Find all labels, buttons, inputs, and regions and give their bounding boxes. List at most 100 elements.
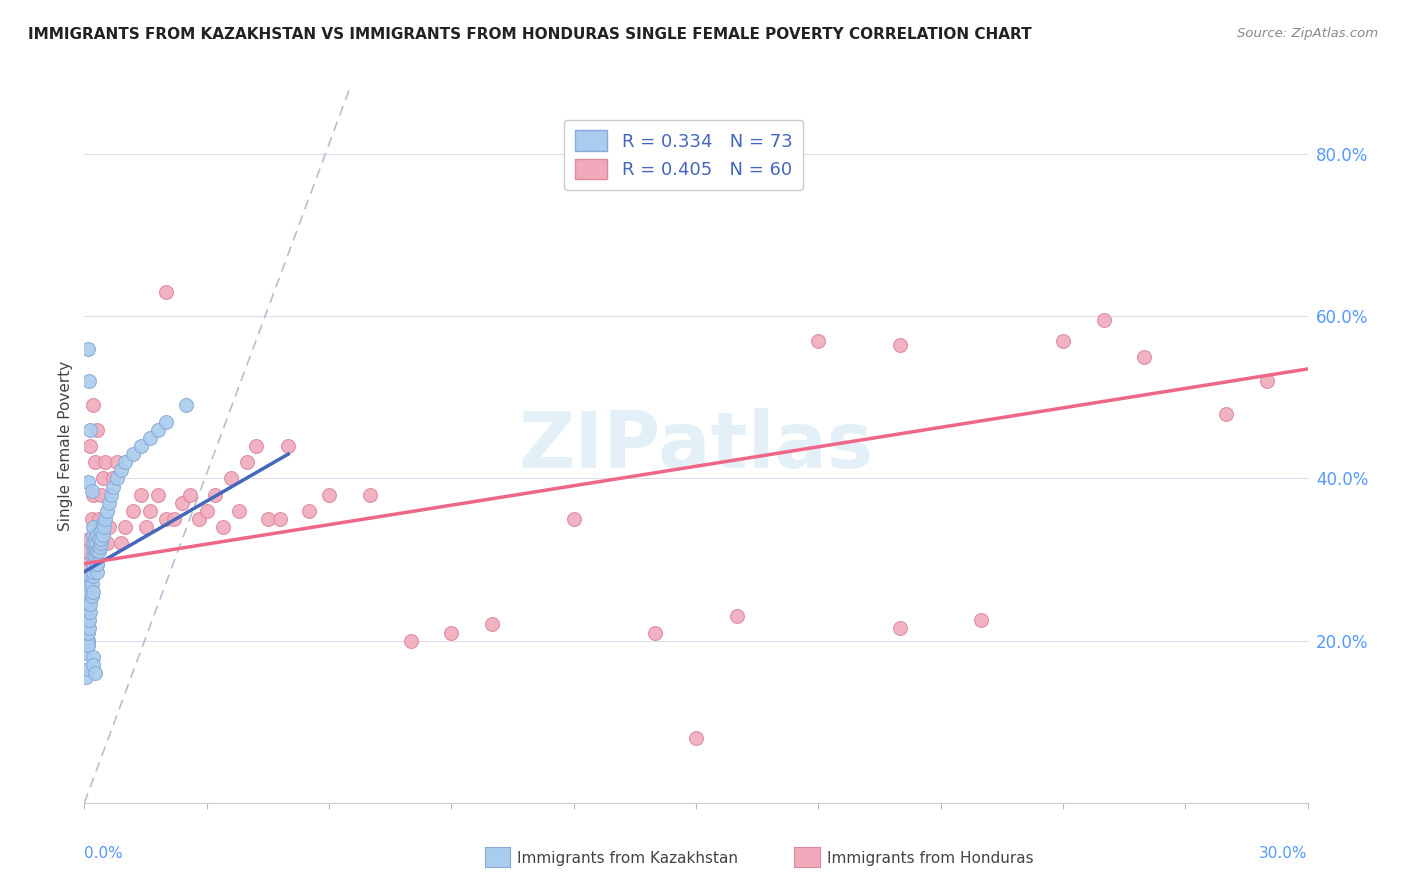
Point <box>105 471 128 485</box>
Point <box>77 601 100 615</box>
Point <box>219 471 242 485</box>
Text: 30.0%: 30.0% <box>1260 846 1308 861</box>
Point <box>82 536 104 550</box>
Point <box>245 439 267 453</box>
Point <box>138 431 160 445</box>
Point <box>110 463 132 477</box>
Point <box>644 625 666 640</box>
Point <box>77 633 100 648</box>
Point <box>131 488 153 502</box>
Point <box>440 625 463 640</box>
Point <box>122 504 145 518</box>
Point <box>83 666 105 681</box>
Point <box>212 520 235 534</box>
Point <box>1052 334 1074 348</box>
Text: Immigrants from Kazakhstan: Immigrants from Kazakhstan <box>517 851 738 865</box>
Point <box>76 475 98 490</box>
Point <box>176 399 198 413</box>
Point <box>298 504 321 518</box>
Point <box>155 285 177 299</box>
Point <box>80 589 103 603</box>
Point <box>79 423 101 437</box>
Point <box>77 533 100 547</box>
Point <box>75 670 97 684</box>
Point <box>82 557 104 571</box>
Point <box>1092 313 1115 327</box>
Point <box>90 536 112 550</box>
Point <box>481 617 503 632</box>
Point <box>179 488 201 502</box>
Point <box>172 496 194 510</box>
Point <box>77 622 100 636</box>
Point <box>77 577 100 591</box>
Point <box>91 516 114 530</box>
Point <box>93 455 117 469</box>
Point <box>155 512 177 526</box>
Point <box>318 488 340 502</box>
Point <box>79 439 101 453</box>
Point <box>83 533 105 547</box>
Point <box>77 593 100 607</box>
Point <box>89 541 111 555</box>
Point <box>257 512 280 526</box>
Text: IMMIGRANTS FROM KAZAKHSTAN VS IMMIGRANTS FROM HONDURAS SINGLE FEMALE POVERTY COR: IMMIGRANTS FROM KAZAKHSTAN VS IMMIGRANTS… <box>28 27 1032 42</box>
Text: ZIPatlas: ZIPatlas <box>519 408 873 484</box>
Point <box>146 423 169 437</box>
Point <box>86 528 108 542</box>
Point <box>114 520 136 534</box>
Y-axis label: Single Female Poverty: Single Female Poverty <box>58 361 73 531</box>
Point <box>236 455 259 469</box>
Point <box>82 568 104 582</box>
Point <box>90 533 112 547</box>
Point <box>97 496 120 510</box>
Point <box>970 613 993 627</box>
Point <box>77 633 100 648</box>
Point <box>84 544 107 558</box>
Point <box>93 512 117 526</box>
Point <box>84 552 107 566</box>
Text: 0.0%: 0.0% <box>84 846 124 861</box>
Point <box>90 524 112 538</box>
Point <box>82 541 104 555</box>
Point <box>77 342 100 356</box>
Point <box>101 471 124 485</box>
Point <box>889 337 911 351</box>
Point <box>807 334 830 348</box>
Point <box>138 504 160 518</box>
Point <box>75 646 97 660</box>
Point <box>82 549 104 563</box>
Point <box>86 565 108 579</box>
Point <box>97 520 120 534</box>
Point <box>105 455 128 469</box>
Point <box>82 528 104 542</box>
Point <box>399 633 422 648</box>
Point <box>82 557 104 571</box>
Point <box>87 544 110 558</box>
Point <box>131 439 153 453</box>
Point <box>86 544 108 558</box>
Point <box>82 585 104 599</box>
Text: Immigrants from Honduras: Immigrants from Honduras <box>827 851 1033 865</box>
Point <box>80 577 103 591</box>
Point <box>889 622 911 636</box>
Point <box>77 613 100 627</box>
Point <box>87 533 110 547</box>
Point <box>1133 350 1156 364</box>
Point <box>277 439 299 453</box>
Point <box>82 649 104 664</box>
Point <box>76 638 98 652</box>
Point <box>82 657 104 672</box>
Point <box>90 488 112 502</box>
Point <box>93 520 115 534</box>
Point <box>82 520 104 534</box>
Point <box>96 504 118 518</box>
Point <box>96 536 118 550</box>
Point <box>562 512 585 526</box>
Point <box>187 512 209 526</box>
Point <box>77 585 100 599</box>
Point <box>87 512 110 526</box>
Point <box>1215 407 1237 421</box>
Point <box>228 504 250 518</box>
Point <box>79 597 101 611</box>
Point <box>359 488 381 502</box>
